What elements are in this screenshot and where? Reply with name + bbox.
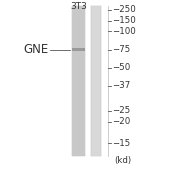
Text: (kd): (kd) — [114, 156, 131, 165]
Bar — [93, 6, 100, 156]
Text: −100: −100 — [112, 27, 136, 36]
Text: GNE: GNE — [23, 43, 49, 56]
Bar — [73, 6, 84, 156]
Text: −25: −25 — [112, 106, 130, 115]
Text: −75: −75 — [112, 45, 130, 54]
Bar — [91, 6, 101, 156]
Text: −20: −20 — [112, 117, 130, 126]
Bar — [72, 48, 85, 51]
Text: −250: −250 — [112, 5, 136, 14]
Text: −37: −37 — [112, 81, 130, 90]
Text: −50: −50 — [112, 63, 130, 72]
Text: −15: −15 — [112, 139, 130, 148]
Text: 3T3: 3T3 — [70, 2, 87, 11]
Text: −150: −150 — [112, 16, 136, 25]
Bar — [72, 6, 85, 156]
